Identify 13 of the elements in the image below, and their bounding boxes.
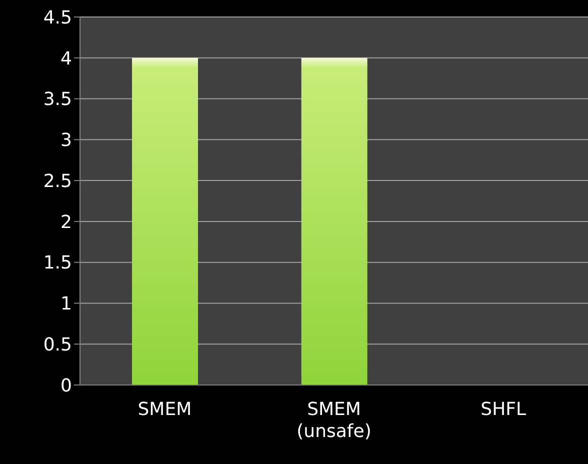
y-tick-label: 0 [60, 375, 72, 396]
y-tick-label: 2.5 [43, 170, 72, 192]
y-tick-label: 1 [60, 294, 72, 315]
y-tick-label: 4.5 [43, 7, 72, 28]
y-tick-label: 1.5 [43, 252, 72, 274]
y-tick-label: 4 [60, 48, 72, 70]
x-tick-label: SHFL [480, 399, 526, 420]
x-tick-label: SMEM (unsafe) [296, 399, 372, 442]
y-tick-label: 3 [60, 130, 72, 152]
y-tick-label: 2 [60, 212, 72, 233]
y-tick-label: 0.5 [43, 334, 72, 356]
y-tick-label: 3.5 [43, 89, 72, 110]
x-tick-label: SMEM [138, 399, 192, 420]
